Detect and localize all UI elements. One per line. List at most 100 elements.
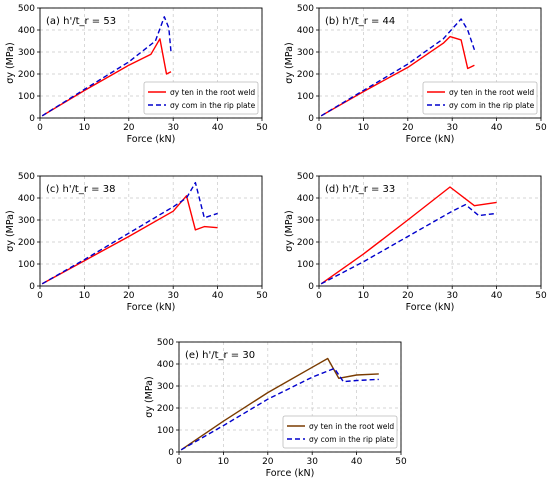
- x-tick-label: 0: [176, 457, 182, 467]
- x-axis-label: Force (kN): [266, 468, 315, 479]
- x-tick-label: 30: [446, 291, 458, 301]
- x-tick-label: 50: [535, 291, 547, 301]
- x-tick-label: 40: [491, 123, 503, 133]
- plot-frame: [178, 341, 402, 453]
- compression-series-line: [41, 16, 172, 117]
- panel-annotation: (a) h'/t_r = 53: [46, 16, 116, 27]
- compression-series-line: [320, 18, 476, 117]
- y-tick-label: 300: [157, 382, 174, 392]
- plot-frame: [318, 7, 542, 119]
- y-axis-label: σy (MPa): [144, 376, 155, 417]
- x-tick-label: 0: [316, 291, 322, 301]
- y-tick-label: 0: [29, 282, 35, 292]
- compression-series-line: [320, 203, 497, 285]
- x-axis-label: Force (kN): [127, 134, 176, 145]
- x-tick-label: 10: [358, 123, 370, 133]
- x-axis-label: Force (kN): [127, 302, 176, 313]
- y-tick-label: 400: [18, 26, 35, 36]
- x-tick-label: 50: [535, 123, 547, 133]
- y-tick-label: 500: [297, 4, 314, 14]
- x-tick-label: 0: [37, 123, 43, 133]
- x-axis-label: Force (kN): [406, 134, 455, 145]
- x-tick-label: 30: [446, 123, 458, 133]
- x-axis-label: Force (kN): [406, 302, 455, 313]
- y-tick-label: 300: [18, 216, 35, 226]
- legend-entry: σy ten in the root weld: [449, 88, 534, 97]
- y-tick-label: 500: [18, 172, 35, 182]
- y-tick-label: 300: [297, 216, 314, 226]
- tension-series-line: [320, 35, 475, 117]
- x-tick-label: 0: [316, 123, 322, 133]
- legend-entry: σy com in the rip plate: [170, 101, 256, 110]
- x-tick-label: 20: [123, 123, 135, 133]
- legend: σy ten in the root weld σy com in the rip…: [282, 415, 398, 449]
- plot-frame: [39, 7, 263, 119]
- legend-box: [282, 415, 398, 449]
- y-tick-label: 400: [297, 194, 314, 204]
- y-tick-label: 100: [297, 92, 314, 102]
- legend: σy ten in the root weld σy com in the rip…: [422, 81, 538, 115]
- y-tick-label: 100: [297, 260, 314, 270]
- x-tick-label: 20: [402, 291, 414, 301]
- y-tick-label: 500: [18, 4, 35, 14]
- legend-entry: σy ten in the root weld: [309, 422, 394, 431]
- tension-series-line: [41, 195, 218, 285]
- legend: σy ten in the root weld σy com in the rip…: [143, 81, 259, 115]
- plot-frame: [39, 175, 263, 287]
- y-tick-label: 0: [308, 114, 314, 124]
- panel-annotation: (e) h'/t_r = 30: [185, 350, 255, 361]
- y-tick-label: 200: [18, 238, 35, 248]
- y-tick-label: 400: [297, 26, 314, 36]
- x-tick-label: 40: [491, 291, 503, 301]
- legend-box: [422, 81, 538, 115]
- legend-entry: σy ten in the root weld: [170, 88, 255, 97]
- x-tick-label: 10: [79, 291, 91, 301]
- compression-series-line: [180, 367, 379, 451]
- y-axis-label: σy (MPa): [284, 210, 295, 251]
- x-tick-label: 50: [256, 123, 268, 133]
- panel-annotation: (c) h'/t_r = 38: [46, 184, 115, 195]
- y-tick-label: 300: [18, 48, 35, 58]
- x-tick-label: 30: [306, 457, 318, 467]
- x-tick-label: 50: [395, 457, 407, 467]
- y-tick-label: 100: [18, 92, 35, 102]
- y-tick-label: 0: [168, 448, 174, 458]
- y-tick-label: 400: [157, 360, 174, 370]
- x-tick-label: 40: [212, 291, 224, 301]
- x-tick-label: 10: [79, 123, 91, 133]
- x-tick-label: 10: [358, 291, 370, 301]
- legend-entry: σy com in the rip plate: [449, 101, 535, 110]
- y-tick-label: 200: [18, 70, 35, 80]
- y-tick-label: 0: [29, 114, 35, 124]
- plot-frame: [318, 175, 542, 287]
- tension-series-line: [41, 38, 172, 117]
- x-tick-label: 10: [218, 457, 230, 467]
- y-tick-label: 100: [18, 260, 35, 270]
- panel-annotation: (b) h'/t_r = 44: [325, 16, 395, 27]
- panel-annotation: (d) h'/t_r = 33: [325, 184, 395, 195]
- y-tick-label: 100: [157, 426, 174, 436]
- tension-series-line: [180, 357, 379, 451]
- y-tick-label: 300: [297, 48, 314, 58]
- y-tick-label: 200: [297, 70, 314, 80]
- y-tick-label: 500: [157, 338, 174, 348]
- x-tick-label: 20: [262, 457, 274, 467]
- x-tick-label: 30: [167, 291, 179, 301]
- x-tick-label: 20: [402, 123, 414, 133]
- y-axis-label: σy (MPa): [284, 42, 295, 83]
- x-tick-label: 50: [256, 291, 268, 301]
- legend-box: [143, 81, 259, 115]
- y-axis-label: σy (MPa): [5, 42, 16, 83]
- legend-entry: σy com in the rip plate: [309, 435, 395, 444]
- y-tick-label: 200: [297, 238, 314, 248]
- y-axis-label: σy (MPa): [5, 210, 16, 251]
- tension-series-line: [320, 186, 497, 285]
- y-tick-label: 200: [157, 404, 174, 414]
- y-tick-label: 400: [18, 194, 35, 204]
